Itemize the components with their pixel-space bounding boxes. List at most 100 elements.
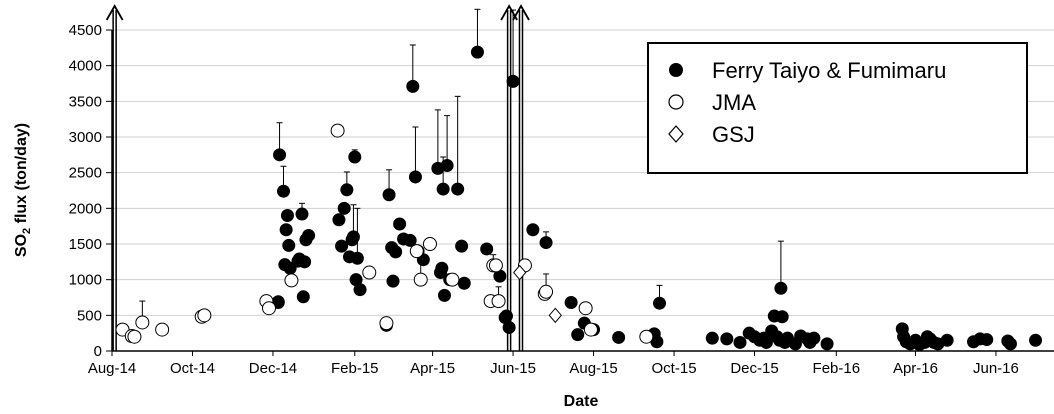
x-tick-label: Dec-14: [249, 360, 297, 377]
x-tick-label: Jun-15: [490, 360, 536, 377]
point-ferry: [436, 182, 450, 196]
y-tick-label: 1000: [69, 272, 102, 289]
point-gsj: [513, 264, 527, 281]
point-jma: [639, 329, 654, 344]
point-jma: [330, 123, 345, 138]
x-tick-label: Oct-15: [652, 360, 697, 377]
point-ferry: [296, 290, 310, 304]
point-ferry: [720, 332, 734, 346]
point-ferry: [386, 274, 400, 288]
y-axis-title-main: SO: [13, 234, 30, 257]
event-arrow-head: [105, 4, 124, 21]
point-ferry: [733, 335, 747, 349]
y-tick-label: 0: [94, 343, 102, 360]
point-ferry: [455, 239, 469, 253]
y-axis-title-subscript: 2: [21, 228, 33, 234]
point-jma: [491, 294, 506, 309]
event-markers: [105, 4, 530, 351]
legend-label-jma: JMA: [712, 90, 756, 115]
x-tick-label: Aug-15: [569, 360, 617, 377]
point-ferry: [705, 331, 719, 345]
point-ferry: [389, 245, 403, 259]
point-jma: [445, 272, 460, 287]
point-jma: [127, 329, 142, 344]
point-ferry: [440, 159, 454, 173]
point-ferry: [502, 320, 516, 334]
y-tick-label: 4000: [69, 58, 102, 75]
point-gsj: [548, 307, 562, 324]
point-ferry: [820, 337, 834, 351]
point-ferry: [382, 188, 396, 202]
point-ferry: [353, 283, 367, 297]
x-tick-label: Feb-15: [331, 360, 379, 377]
point-ferry: [406, 79, 420, 93]
point-ferry: [480, 242, 494, 256]
legend-marker-ferry: [669, 63, 683, 77]
legend: Ferry Taiyo & Fumimaru JMA GSJ: [647, 42, 1028, 174]
gridlines: [112, 29, 1054, 316]
point-ferry: [340, 183, 354, 197]
point-jma: [539, 284, 554, 299]
point-ferry: [279, 223, 293, 237]
y-axis-title-rest: flux (ton/day): [13, 123, 30, 228]
point-jma: [155, 322, 170, 337]
point-ferry: [298, 255, 312, 269]
point-jma: [578, 301, 593, 316]
point-ferry: [408, 170, 422, 184]
x-tick-label: Aug-14: [88, 360, 136, 377]
point-jma: [379, 316, 394, 331]
point-ferry: [980, 333, 994, 347]
x-tick-label: Jun-16: [973, 360, 1019, 377]
event-arrow-head: [500, 4, 518, 21]
point-ferry: [282, 238, 296, 252]
point-jma: [422, 237, 437, 251]
point-ferry: [564, 295, 578, 309]
point-jma: [488, 258, 503, 273]
point-ferry: [506, 74, 520, 88]
point-jma: [262, 301, 276, 316]
point-ferry: [346, 230, 360, 244]
y-tick-label: 3000: [69, 129, 102, 146]
point-jma: [362, 265, 377, 280]
y-tick-label: 2500: [69, 165, 102, 182]
point-ferry: [295, 207, 309, 221]
point-jma: [284, 273, 299, 288]
point-ferry: [273, 148, 287, 162]
legend-box: [647, 42, 1028, 174]
point-ferry: [280, 208, 294, 222]
point-ferry: [650, 335, 664, 349]
event-arrow-head: [512, 4, 530, 21]
point-ferry: [499, 309, 513, 323]
axes: [111, 30, 1054, 352]
point-jma: [197, 308, 212, 323]
x-axis-title: Date: [564, 393, 599, 410]
x-tick-label: Apr-16: [893, 360, 938, 377]
point-ferry: [1003, 337, 1017, 351]
point-ferry: [393, 217, 407, 231]
x-tick-label: Feb-16: [813, 360, 861, 377]
y-tick-label: 4500: [69, 22, 102, 39]
point-ferry: [807, 331, 821, 345]
point-ferry: [349, 273, 363, 287]
point-ferry: [337, 201, 351, 215]
x-tick-label: Dec-15: [730, 360, 778, 377]
point-ferry: [403, 233, 417, 247]
y-axis-title: SO2 flux (ton/day): [13, 123, 33, 257]
legend-label-gsj: GSJ: [712, 122, 755, 147]
point-ferry: [775, 310, 789, 324]
point-ferry: [774, 281, 788, 295]
point-jma: [583, 322, 598, 337]
point-ferry: [332, 213, 346, 227]
point-ferry: [526, 223, 540, 237]
point-ferry: [1029, 333, 1043, 347]
legend-marker-jma: [668, 94, 684, 110]
point-jma: [135, 315, 150, 330]
point-ferry: [470, 45, 484, 59]
y-tick-label: 3500: [69, 93, 102, 110]
point-ferry: [435, 261, 449, 275]
y-tick-labels: 0 500 1000 1500 2000 2500 3000 3500 4000 4500: [69, 22, 112, 360]
point-jma: [413, 272, 428, 287]
x-tick-label: Oct-14: [170, 360, 215, 377]
data-points: [115, 45, 1043, 352]
